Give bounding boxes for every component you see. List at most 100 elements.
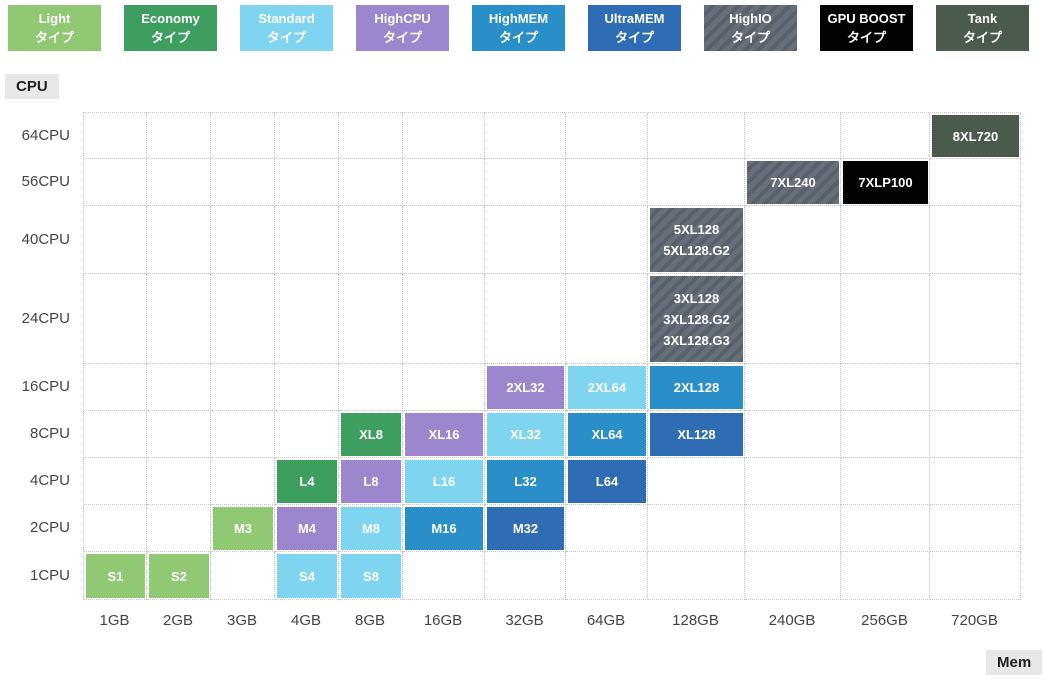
grid-cell xyxy=(147,458,211,505)
cell-label: 3XL128.G3 xyxy=(663,332,730,348)
legend-item-sub-label: タイプ xyxy=(150,30,190,45)
cell-label: L32 xyxy=(514,474,537,489)
grid-cell xyxy=(211,206,275,274)
grid-cell xyxy=(566,505,648,552)
grid-cell xyxy=(84,364,147,411)
grid-cell xyxy=(339,505,403,552)
grid-cell xyxy=(841,458,930,505)
cell-xl64: XL64 xyxy=(568,413,646,456)
cell-label: M16 xyxy=(431,521,457,536)
legend-item-ultramem: UltraMEM タイプ xyxy=(588,5,681,51)
grid-cell xyxy=(930,505,1021,552)
x-axis-label-1gb: 1GB xyxy=(99,611,130,629)
grid-cell xyxy=(403,274,485,364)
legend-item-sub-label: タイプ xyxy=(614,30,654,45)
grid-cell xyxy=(147,552,211,600)
grid-cell xyxy=(211,505,275,552)
grid-cell xyxy=(485,159,566,206)
grid-cell xyxy=(147,159,211,206)
cell-label: XL128 xyxy=(677,427,716,442)
grid-cell xyxy=(211,364,275,411)
legend-item-light: Light タイプ xyxy=(8,5,101,51)
cell-l32: L32 xyxy=(487,460,564,503)
grid-cell xyxy=(339,113,403,159)
grid-cell xyxy=(841,159,930,206)
legend-item-sub-label: タイプ xyxy=(34,30,74,45)
legend-item-sub-label: タイプ xyxy=(962,30,1002,45)
cell-label: XL32 xyxy=(509,427,542,442)
grid-cell xyxy=(485,411,566,458)
x-axis-label-2gb: 2GB xyxy=(162,611,193,629)
y-axis-label-8cpu: 8CPU xyxy=(29,425,70,442)
legend-item-sub-label: タイプ xyxy=(498,30,538,45)
grid-cell xyxy=(339,364,403,411)
cell-label: 3XL128 xyxy=(673,290,720,306)
grid-cell xyxy=(147,113,211,159)
grid-cell xyxy=(147,364,211,411)
y-axis-label-64cpu: 64CPU xyxy=(21,126,70,144)
mem-axis-title: Mem xyxy=(986,650,1043,675)
grid-cell xyxy=(745,159,841,206)
cell-label: M8 xyxy=(361,521,381,536)
grid-cell xyxy=(485,458,566,505)
cell-xl32: XL32 xyxy=(487,413,564,456)
cell-xl16: XL16 xyxy=(405,413,483,456)
grid-cell xyxy=(211,411,275,458)
legend-item-highio: HighIO タイプ xyxy=(704,5,797,51)
grid-cell xyxy=(211,274,275,364)
grid-cell xyxy=(84,206,147,274)
grid-cell xyxy=(841,274,930,364)
grid-cell xyxy=(211,552,275,600)
x-axis-label-720gb: 720GB xyxy=(951,611,998,629)
legend-item-sub-label: タイプ xyxy=(382,30,422,45)
grid-cell xyxy=(84,113,147,159)
grid-cell xyxy=(84,552,147,600)
x-axis-label-16gb: 16GB xyxy=(423,611,463,629)
grid-cell xyxy=(403,458,485,505)
cell-xl128: XL128 xyxy=(650,413,743,456)
x-axis-labels: 1GB 2GB 3GB 4GB 8GB 16GB 32GB 64GB 128GB 240GB 256… xyxy=(83,606,1020,634)
legend-item-highcpu: HighCPU タイプ xyxy=(356,5,449,51)
grid-cell xyxy=(841,364,930,411)
grid-cell xyxy=(211,113,275,159)
cell-s4: S4 xyxy=(277,554,337,598)
cpu-axis-title: CPU xyxy=(5,74,59,99)
cell-xl8: XL8 xyxy=(341,413,401,456)
grid-cell xyxy=(648,552,745,600)
cell-8xl720: 8XL720 xyxy=(932,115,1019,157)
legend-item-label: HighCPU xyxy=(374,11,431,26)
x-axis-label-128gb: 128GB xyxy=(672,611,719,629)
chart-grid: S1 S2 S4 S8 M3 M4 M8 M16 M32 L4 L8 L16 L32 L64 XL8 XL16… xyxy=(83,112,1021,600)
legend-item-gpu-boost: GPU BOOST タイプ xyxy=(820,5,913,51)
grid-cell xyxy=(339,206,403,274)
cell-2xl32: 2XL32 xyxy=(487,366,564,409)
grid-cell xyxy=(403,159,485,206)
legend-item-sub-label: タイプ xyxy=(846,30,886,45)
y-axis-label-24cpu: 24CPU xyxy=(21,309,70,327)
grid-cell xyxy=(211,159,275,206)
grid-cell xyxy=(841,206,930,274)
grid-cell xyxy=(745,113,841,159)
cell-label: S1 xyxy=(107,568,124,584)
type-legend: Light タイプ Economy タイプ Standard タイプ HighCPU タイプ H… xyxy=(0,5,1037,51)
grid-cell xyxy=(930,113,1021,159)
grid-cell xyxy=(339,274,403,364)
legend-item-highmem: HighMEM タイプ xyxy=(472,5,565,51)
cell-label: L8 xyxy=(363,474,379,489)
cell-m8: M8 xyxy=(341,507,401,550)
grid-cell xyxy=(275,113,339,159)
legend-item-economy: Economy タイプ xyxy=(124,5,217,51)
cell-label: M4 xyxy=(297,521,317,536)
grid-cell xyxy=(648,364,745,411)
y-axis-label-56cpu: 56CPU xyxy=(21,173,70,190)
legend-item-standard: Standard タイプ xyxy=(240,5,333,51)
cell-2xl64: 2XL64 xyxy=(568,366,646,409)
cell-label: L4 xyxy=(299,474,315,489)
cell-label: 8XL720 xyxy=(952,128,999,144)
grid-cell xyxy=(275,274,339,364)
legend-item-label: HighIO xyxy=(729,11,772,26)
grid-cell xyxy=(339,159,403,206)
grid-cell xyxy=(745,364,841,411)
y-axis-label-16cpu: 16CPU xyxy=(21,378,70,395)
cell-5xl128: 5XL128 5XL128.G2 xyxy=(650,208,743,272)
